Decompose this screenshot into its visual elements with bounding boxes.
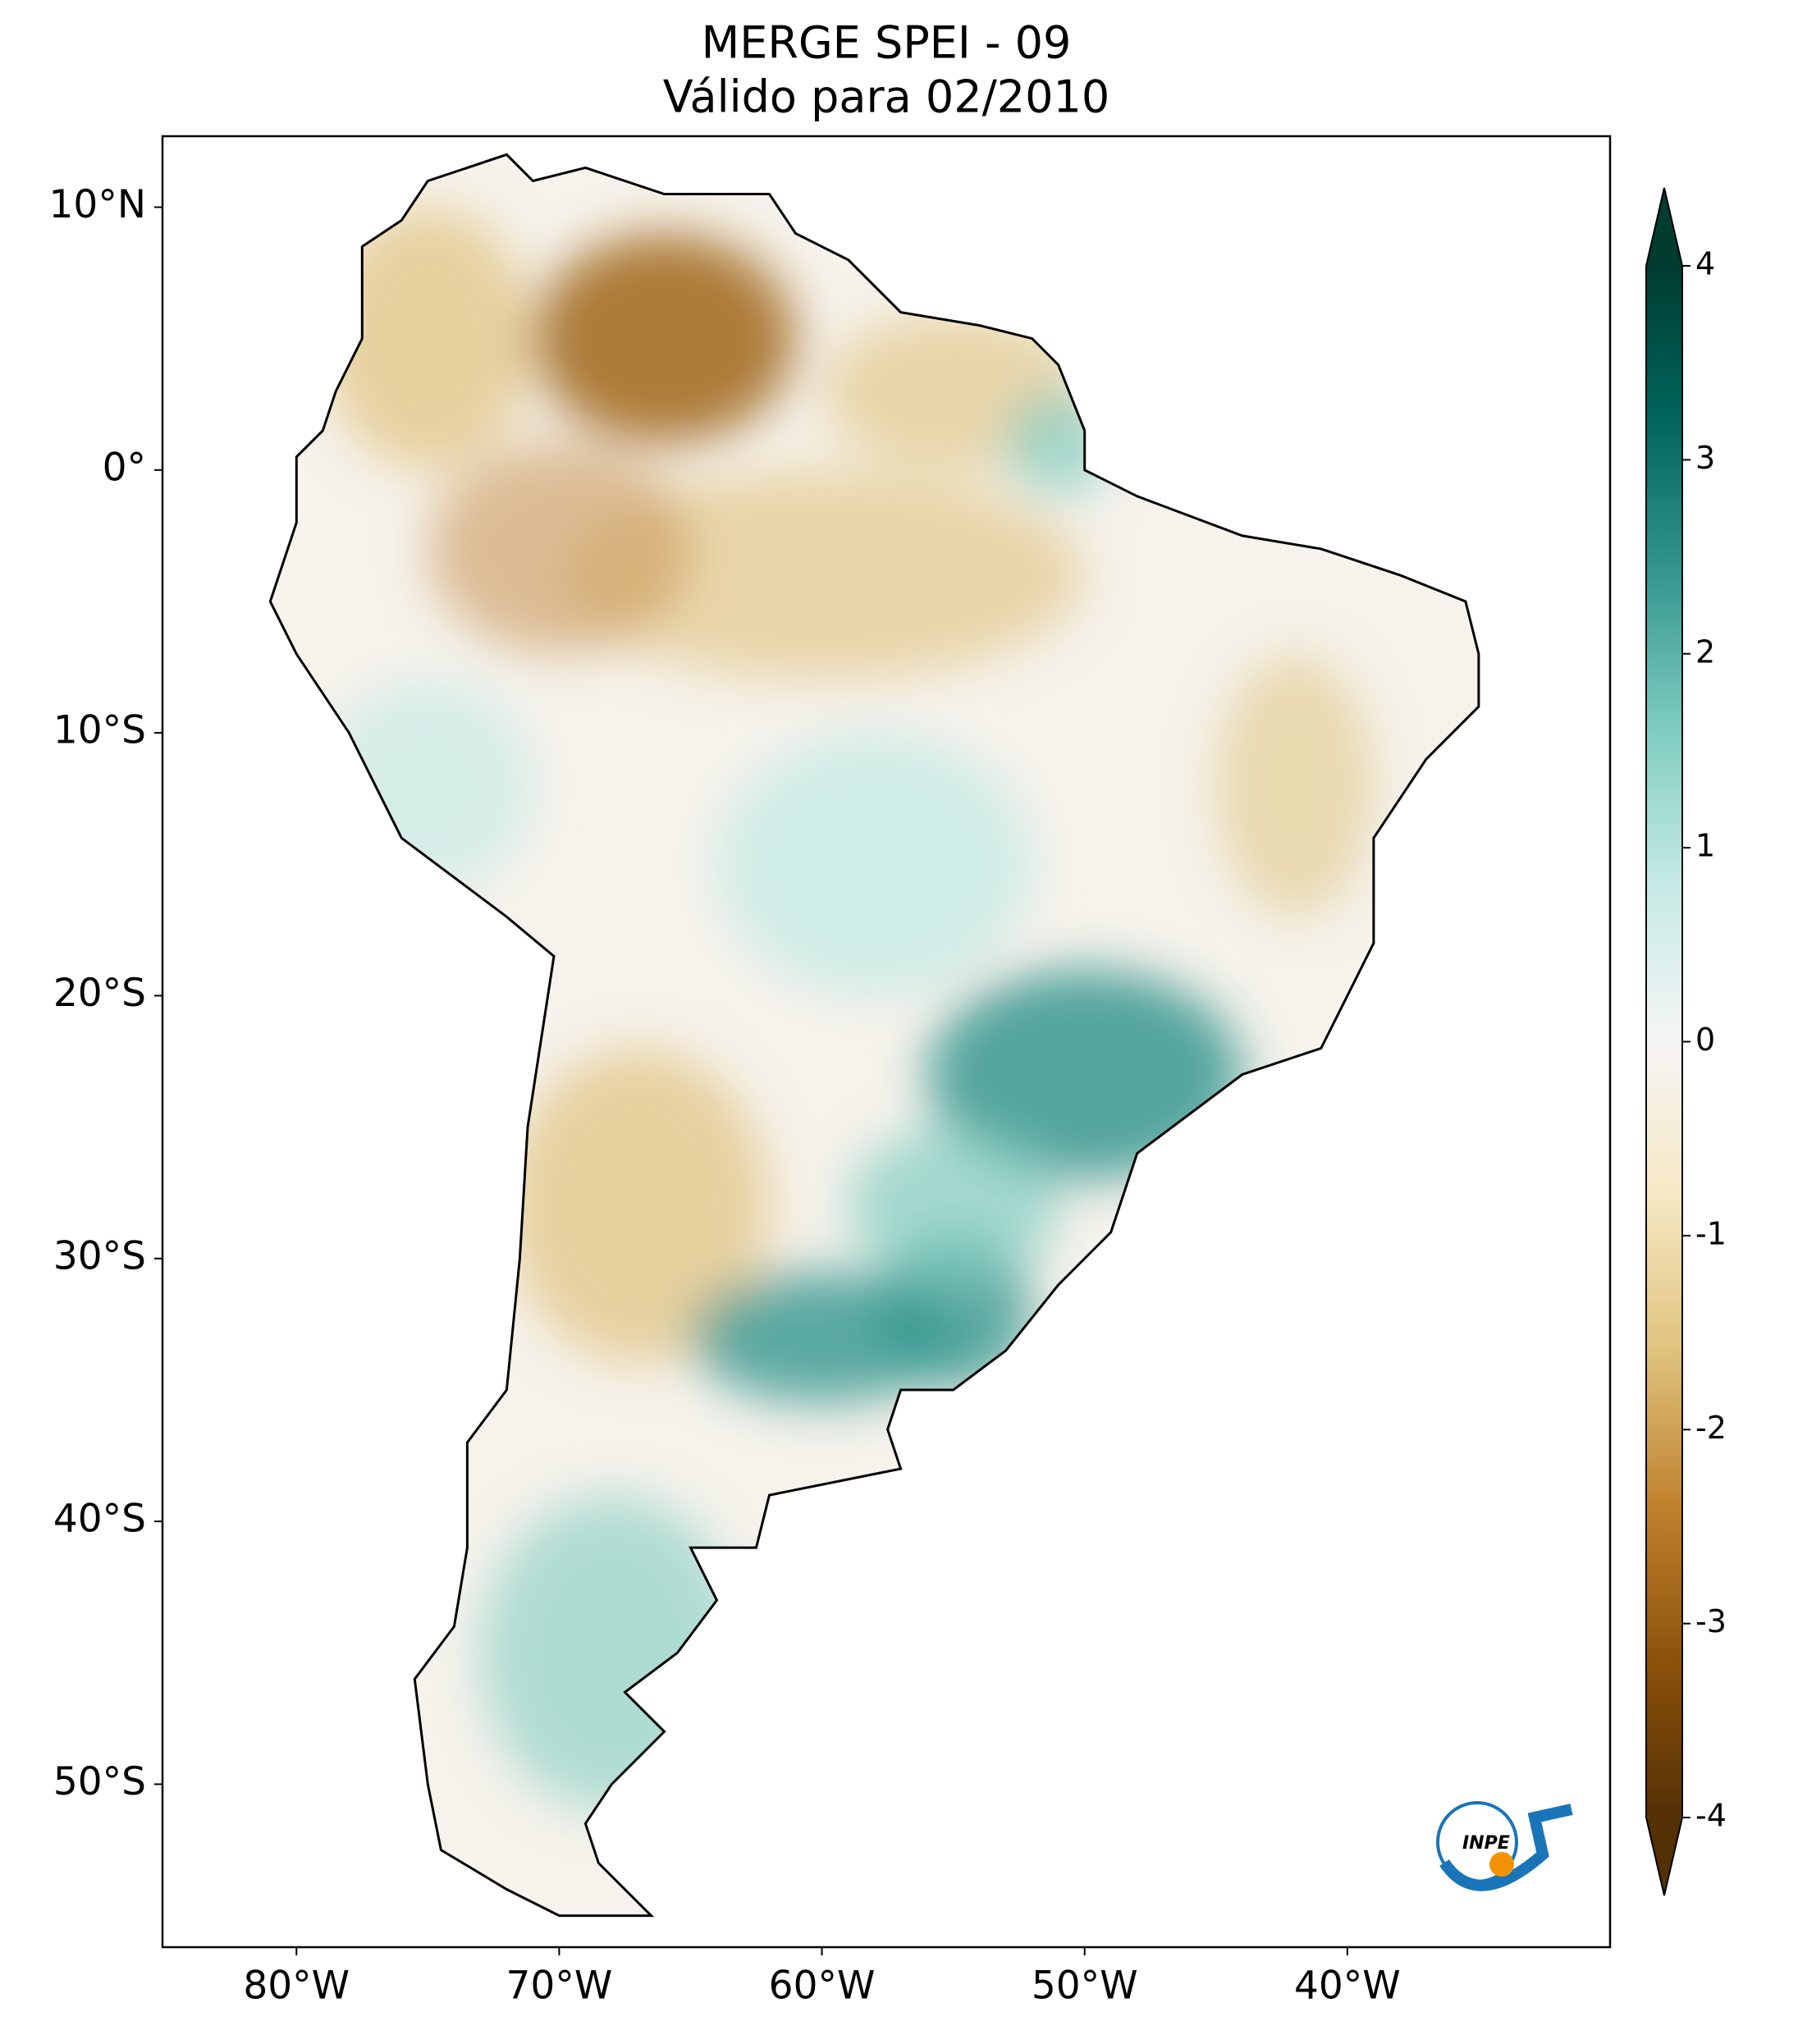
- y-tick-label: 50°S: [53, 1759, 146, 1804]
- spei-patch: [533, 233, 796, 444]
- spei-patch: [716, 733, 1032, 996]
- y-tick-label: 40°S: [53, 1497, 146, 1542]
- spei-patch: [926, 969, 1242, 1180]
- spei-patch: [1215, 654, 1374, 917]
- logo-text: INPE: [1462, 1833, 1510, 1854]
- colorbar: [1646, 266, 1682, 1818]
- spei-field: [323, 207, 1374, 1811]
- colorbar-tick-label: 4: [1695, 246, 1715, 282]
- y-tick-label: 30°S: [53, 1233, 146, 1278]
- y-tick-label: 10°N: [49, 182, 146, 227]
- spei-patch: [480, 1495, 743, 1811]
- colorbar-tick-label: -1: [1695, 1215, 1727, 1251]
- title-line: Válido para 02/2010: [663, 71, 1109, 123]
- spei-patch: [428, 443, 691, 654]
- colorbar-tick-label: 1: [1695, 828, 1715, 864]
- x-tick-label: 80°W: [243, 1964, 350, 2009]
- spei-patch: [323, 207, 533, 470]
- spei-patch: [559, 469, 1085, 680]
- map-frame: [161, 135, 1612, 1949]
- spei-patch: [690, 1271, 954, 1403]
- colorbar-tick-label: -4: [1695, 1798, 1727, 1834]
- colorbar-tick-label: 0: [1695, 1022, 1715, 1058]
- x-tick-label: 50°W: [1032, 1964, 1138, 2009]
- x-tick-label: 70°W: [506, 1964, 613, 2009]
- colorbar-tick-label: -2: [1695, 1410, 1727, 1446]
- spei-patch: [1005, 391, 1111, 496]
- x-tick-label: 60°W: [769, 1964, 876, 2009]
- spei-blobs: [323, 207, 1374, 1811]
- y-tick-label: 20°S: [53, 971, 146, 1016]
- title-line: MERGE SPEI - 09: [702, 17, 1072, 69]
- colorbar-extend: [1646, 188, 1682, 266]
- logo: INPE: [1436, 1801, 1573, 1891]
- colorbar-tick-label: 2: [1695, 633, 1715, 670]
- colorbar-tick-label: -3: [1695, 1603, 1727, 1639]
- colorbar-extend: [1646, 1818, 1682, 1895]
- x-tick-label: 40°W: [1294, 1964, 1401, 2009]
- colorbar-tick-label: 3: [1695, 440, 1715, 476]
- y-tick-label: 0°: [103, 445, 146, 490]
- spei-patch: [848, 1127, 1059, 1285]
- y-tick-label: 10°S: [53, 708, 146, 753]
- coastline: [268, 153, 1480, 1918]
- spei-patch: [506, 1048, 770, 1364]
